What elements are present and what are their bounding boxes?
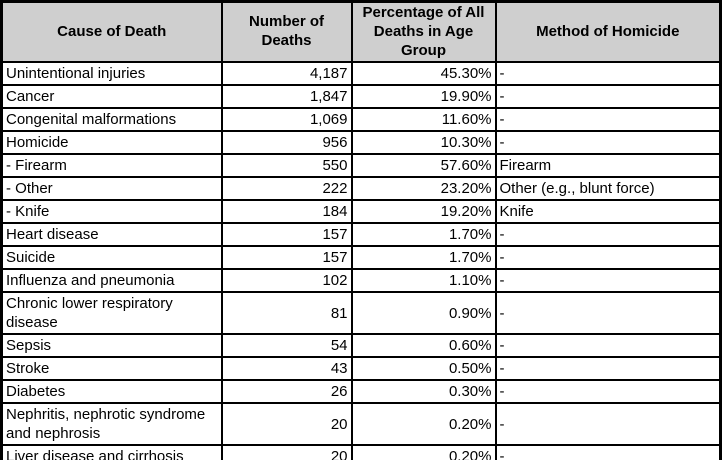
method-cell: -: [494, 107, 722, 133]
method-cell: -: [494, 291, 722, 336]
header-cell-method-of-homicide: Method of Homicide: [494, 0, 722, 64]
deaths-cell: 81: [220, 291, 353, 336]
method-cell: -: [494, 61, 722, 87]
percentage-cell: 0.30%: [350, 379, 497, 405]
deaths-cell: 157: [220, 245, 353, 271]
cause-cell: Nephritis, nephrotic syndrome and nephro…: [0, 402, 223, 447]
table-row: Influenza and pneumonia 102 1.10% -: [0, 268, 722, 294]
cause-cell: Heart disease: [0, 222, 223, 248]
table-row: Cancer 1,847 19.90% -: [0, 84, 722, 110]
percentage-cell: 57.60%: [350, 153, 497, 179]
table-header: Cause of Death Number of Deaths Percenta…: [0, 0, 722, 64]
deaths-cell: 20: [220, 402, 353, 447]
table-row: Congenital malformations 1,069 11.60% -: [0, 107, 722, 133]
table-row: Sepsis 54 0.60% -: [0, 333, 722, 359]
method-cell: -: [494, 268, 722, 294]
percentage-cell: 1.70%: [350, 222, 497, 248]
table-row: Unintentional injuries 4,187 45.30% -: [0, 61, 722, 87]
table-row: Suicide 157 1.70% -: [0, 245, 722, 271]
method-cell: -: [494, 402, 722, 447]
deaths-cell: 26: [220, 379, 353, 405]
method-cell: -: [494, 444, 722, 460]
cause-cell: Liver disease and cirrhosis: [0, 444, 223, 460]
table-row: Nephritis, nephrotic syndrome and nephro…: [0, 402, 722, 447]
table-row: Stroke 43 0.50% -: [0, 356, 722, 382]
method-cell: Knife: [494, 199, 722, 225]
method-cell: Other (e.g., blunt force): [494, 176, 722, 202]
deaths-cell: 54: [220, 333, 353, 359]
deaths-cell: 1,847: [220, 84, 353, 110]
cause-cell: - Firearm: [0, 153, 223, 179]
cause-cell: Cancer: [0, 84, 223, 110]
table-row: Diabetes 26 0.30% -: [0, 379, 722, 405]
method-cell: Firearm: [494, 153, 722, 179]
cause-cell: - Knife: [0, 199, 223, 225]
cause-cell: Suicide: [0, 245, 223, 271]
percentage-cell: 19.90%: [350, 84, 497, 110]
deaths-cell: 184: [220, 199, 353, 225]
percentage-cell: 0.60%: [350, 333, 497, 359]
deaths-cell: 956: [220, 130, 353, 156]
method-cell: -: [494, 379, 722, 405]
table-row: Homicide 956 10.30% -: [0, 130, 722, 156]
deaths-cell: 4,187: [220, 61, 353, 87]
deaths-cell: 20: [220, 444, 353, 460]
cause-cell: - Other: [0, 176, 223, 202]
table-row: Heart disease 157 1.70% -: [0, 222, 722, 248]
header-cell-percentage: Percentage of All Deaths in Age Group: [350, 0, 497, 64]
deaths-cell: 43: [220, 356, 353, 382]
deaths-cell: 102: [220, 268, 353, 294]
table-row: - Other 222 23.20% Other (e.g., blunt force…: [0, 176, 722, 202]
method-cell: -: [494, 333, 722, 359]
table-body: Unintentional injuries 4,187 45.30% - Cancer…: [0, 61, 722, 460]
percentage-cell: 10.30%: [350, 130, 497, 156]
percentage-cell: 23.20%: [350, 176, 497, 202]
deaths-cell: 157: [220, 222, 353, 248]
method-cell: -: [494, 245, 722, 271]
percentage-cell: 1.70%: [350, 245, 497, 271]
percentage-cell: 19.20%: [350, 199, 497, 225]
deaths-cell: 550: [220, 153, 353, 179]
percentage-cell: 0.50%: [350, 356, 497, 382]
cause-cell: Stroke: [0, 356, 223, 382]
percentage-cell: 45.30%: [350, 61, 497, 87]
cause-cell: Sepsis: [0, 333, 223, 359]
deaths-cell: 222: [220, 176, 353, 202]
percentage-cell: 11.60%: [350, 107, 497, 133]
cause-cell: Influenza and pneumonia: [0, 268, 223, 294]
percentage-cell: 0.90%: [350, 291, 497, 336]
method-cell: -: [494, 356, 722, 382]
header-cell-cause-of-death: Cause of Death: [0, 0, 223, 64]
header-cell-number-of-deaths: Number of Deaths: [220, 0, 353, 64]
cause-cell: Congenital malformations: [0, 107, 223, 133]
percentage-cell: 0.20%: [350, 402, 497, 447]
method-cell: -: [494, 84, 722, 110]
method-cell: -: [494, 222, 722, 248]
table-row: - Knife 184 19.20% Knife: [0, 199, 722, 225]
header-row: Cause of Death Number of Deaths Percenta…: [0, 0, 722, 64]
cause-cell: Unintentional injuries: [0, 61, 223, 87]
table-row: Liver disease and cirrhosis 20 0.20% -: [0, 444, 722, 460]
table-row: - Firearm 550 57.60% Firearm: [0, 153, 722, 179]
method-cell: -: [494, 130, 722, 156]
percentage-cell: 0.20%: [350, 444, 497, 460]
cause-cell: Chronic lower respiratory disease: [0, 291, 223, 336]
cause-cell: Diabetes: [0, 379, 223, 405]
deaths-cell: 1,069: [220, 107, 353, 133]
percentage-cell: 1.10%: [350, 268, 497, 294]
table-row: Chronic lower respiratory disease 81 0.90%…: [0, 291, 722, 336]
cause-cell: Homicide: [0, 130, 223, 156]
